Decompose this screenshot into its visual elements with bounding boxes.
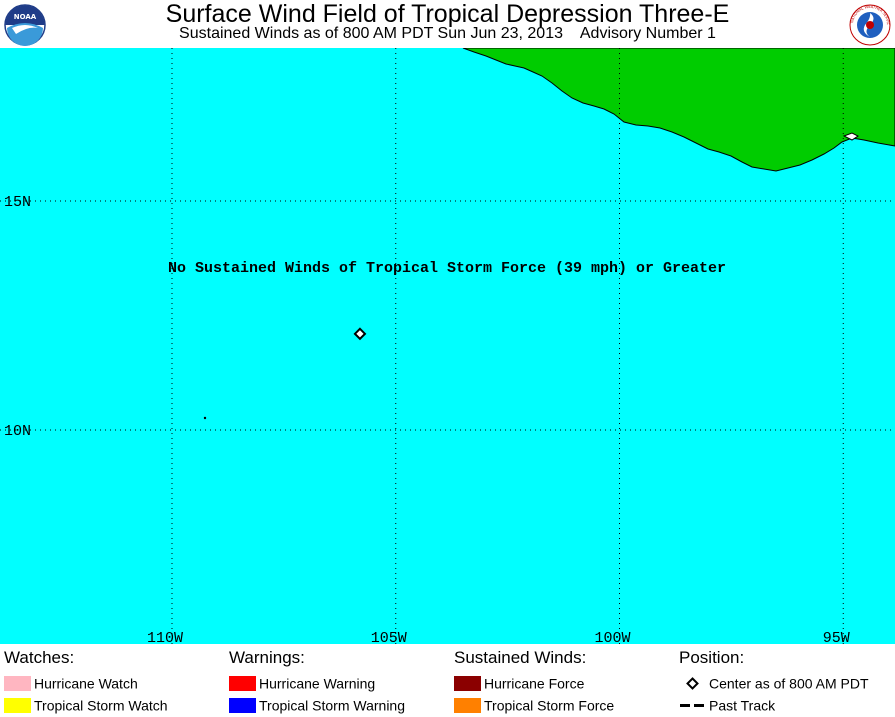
map-canvas: 110W 105W 100W 95W 15N 10N No Sustained Winds…: [0, 48, 895, 644]
legend-warnings: Warnings: Hurricane Warning Tropical Sto…: [229, 648, 405, 713]
legend-item-label: Center as of 800 AM PDT: [709, 675, 869, 692]
noaa-logo-icon: NOAA: [4, 4, 46, 46]
legend-heading-watches: Watches:: [4, 648, 75, 667]
national-weather-service-logo-icon: NATIONAL WEATHER SERVICE: [848, 1, 891, 46]
legend-heading-position: Position:: [679, 648, 745, 667]
legend-item-label: Hurricane Force: [484, 675, 585, 692]
storm-center-marker: [353, 327, 367, 341]
legend-item-label: Hurricane Watch: [34, 675, 138, 692]
legend-item-hurricane-warning: Hurricane Warning: [229, 673, 375, 691]
longitude-label: 105W: [371, 630, 407, 644]
hurricane-force-swatch: [454, 675, 481, 691]
legend-item-label: Hurricane Warning: [259, 675, 376, 692]
grid-labels: 110W 105W 100W 95W 15N 10N: [4, 194, 850, 644]
legend-item-tropical-storm-force: Tropical Storm Force: [454, 695, 614, 713]
tropical-storm-watch-swatch: [4, 697, 31, 713]
legend-item-label: Tropical Storm Watch: [34, 697, 168, 714]
longitude-label: 110W: [147, 630, 183, 644]
dashed-line-icon: [679, 698, 706, 713]
no-tropical-storm-winds-message: No Sustained Winds of Tropical Storm For…: [168, 260, 726, 277]
coastal-islet: [842, 132, 859, 141]
legend-item-tropical-storm-watch: Tropical Storm Watch: [4, 695, 168, 713]
legend-position: Position: Center as of 800 AM PDT Past T…: [679, 648, 869, 713]
diamond-icon: [679, 676, 706, 691]
noaa-logo-text: NOAA: [14, 13, 37, 21]
mexico-coastline: [462, 48, 895, 172]
hurricane-watch-swatch: [4, 675, 31, 691]
legend-item-tropical-storm-warning: Tropical Storm Warning: [229, 695, 405, 713]
legend-item-label: Tropical Storm Warning: [259, 697, 406, 714]
map-header: NOAA Surface Wind Field of Tropical Depr…: [0, 0, 895, 48]
legend-watches: Watches: Hurricane Watch Tropical Storm …: [4, 648, 168, 713]
longitude-label: 100W: [594, 630, 630, 644]
tropical-storm-warning-swatch: [229, 697, 256, 713]
legend-item-label: Past Track: [709, 697, 776, 714]
storm-center-diamond: [353, 327, 367, 341]
land-mass: [462, 48, 895, 172]
page-title: Surface Wind Field of Tropical Depressio…: [165, 0, 730, 28]
legend-heading-warnings: Warnings:: [229, 648, 305, 667]
wind-field-map: 110W 105W 100W 95W 15N 10N No Sustained Winds…: [0, 48, 895, 644]
legend-sustained-winds: Sustained Winds: Hurricane Force Tropica…: [454, 648, 614, 713]
small-island-dot: [203, 416, 207, 420]
legend-item-hurricane-force: Hurricane Force: [454, 673, 584, 691]
legend-item-center: Center as of 800 AM PDT: [679, 673, 869, 691]
longitude-label: 95W: [823, 630, 850, 644]
legend-item-past-track: Past Track: [679, 695, 775, 713]
latitude-label: 15N: [4, 194, 31, 211]
legend-item-hurricane-watch: Hurricane Watch: [4, 673, 138, 691]
legend: Watches: Hurricane Watch Tropical Storm …: [0, 644, 895, 716]
latitude-label: 10N: [4, 423, 31, 440]
legend-heading-sustained-winds: Sustained Winds:: [454, 648, 587, 667]
legend-item-label: Tropical Storm Force: [484, 697, 615, 714]
lat-lon-grid: [0, 48, 895, 644]
tropical-storm-force-swatch: [454, 697, 481, 713]
hurricane-warning-swatch: [229, 675, 256, 691]
page-subtitle: Sustained Winds as of 800 AM PDT Sun Jun…: [179, 25, 716, 42]
